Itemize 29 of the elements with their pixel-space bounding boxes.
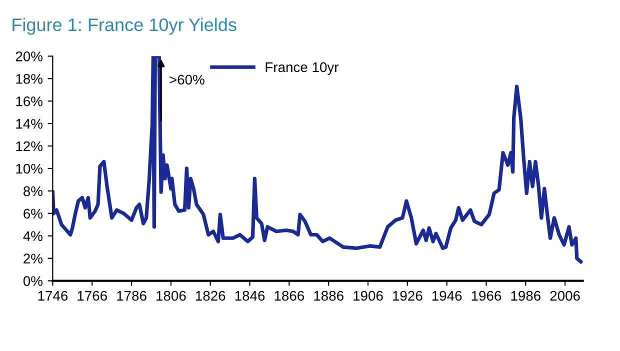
chart-title: Figure 1: France 10yr Yields <box>12 18 236 35</box>
x-tick-label: 1946 <box>432 290 462 301</box>
line-series <box>52 56 583 264</box>
x-tick-label: 1966 <box>472 290 502 301</box>
x-tick-label: 1766 <box>78 290 107 301</box>
y-tick-label: 20% <box>16 51 42 62</box>
y-tick-label: 4% <box>23 231 42 241</box>
x-tick-label: 1866 <box>274 290 304 301</box>
y-tick-label: 2% <box>24 254 42 264</box>
annotation: >60% <box>170 74 204 85</box>
x-tick-label: 1906 <box>354 290 383 301</box>
x-tick-label: 1926 <box>393 290 422 301</box>
y-tick-label: 12% <box>16 141 42 152</box>
y-tick-label: 6% <box>24 208 42 219</box>
y-tick-label: 18% <box>16 74 42 84</box>
x-tick-label: 1786 <box>117 290 146 301</box>
x-tick-label: 2006 <box>550 290 580 301</box>
y-tick-label: 10% <box>16 164 42 174</box>
x-tick-label: 1806 <box>156 290 186 301</box>
y-tick-label: 14% <box>16 118 42 129</box>
x-tick-label: 1826 <box>196 290 226 301</box>
y-tick-label: 0% <box>23 276 42 286</box>
legend-label: France 10yr <box>266 62 339 75</box>
x-tick-label: 1986 <box>511 290 540 301</box>
y-tick-label: 8% <box>24 186 42 196</box>
x-tick-label: 1886 <box>314 290 344 301</box>
x-tick-label: 1846 <box>235 290 265 301</box>
x-tick-label: 1746 <box>38 290 68 301</box>
y-tick-label: 16% <box>16 96 42 106</box>
